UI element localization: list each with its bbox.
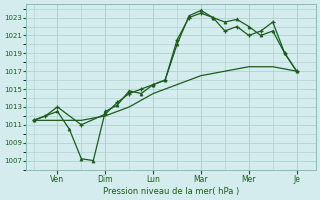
X-axis label: Pression niveau de la mer( hPa ): Pression niveau de la mer( hPa ) [103,187,239,196]
